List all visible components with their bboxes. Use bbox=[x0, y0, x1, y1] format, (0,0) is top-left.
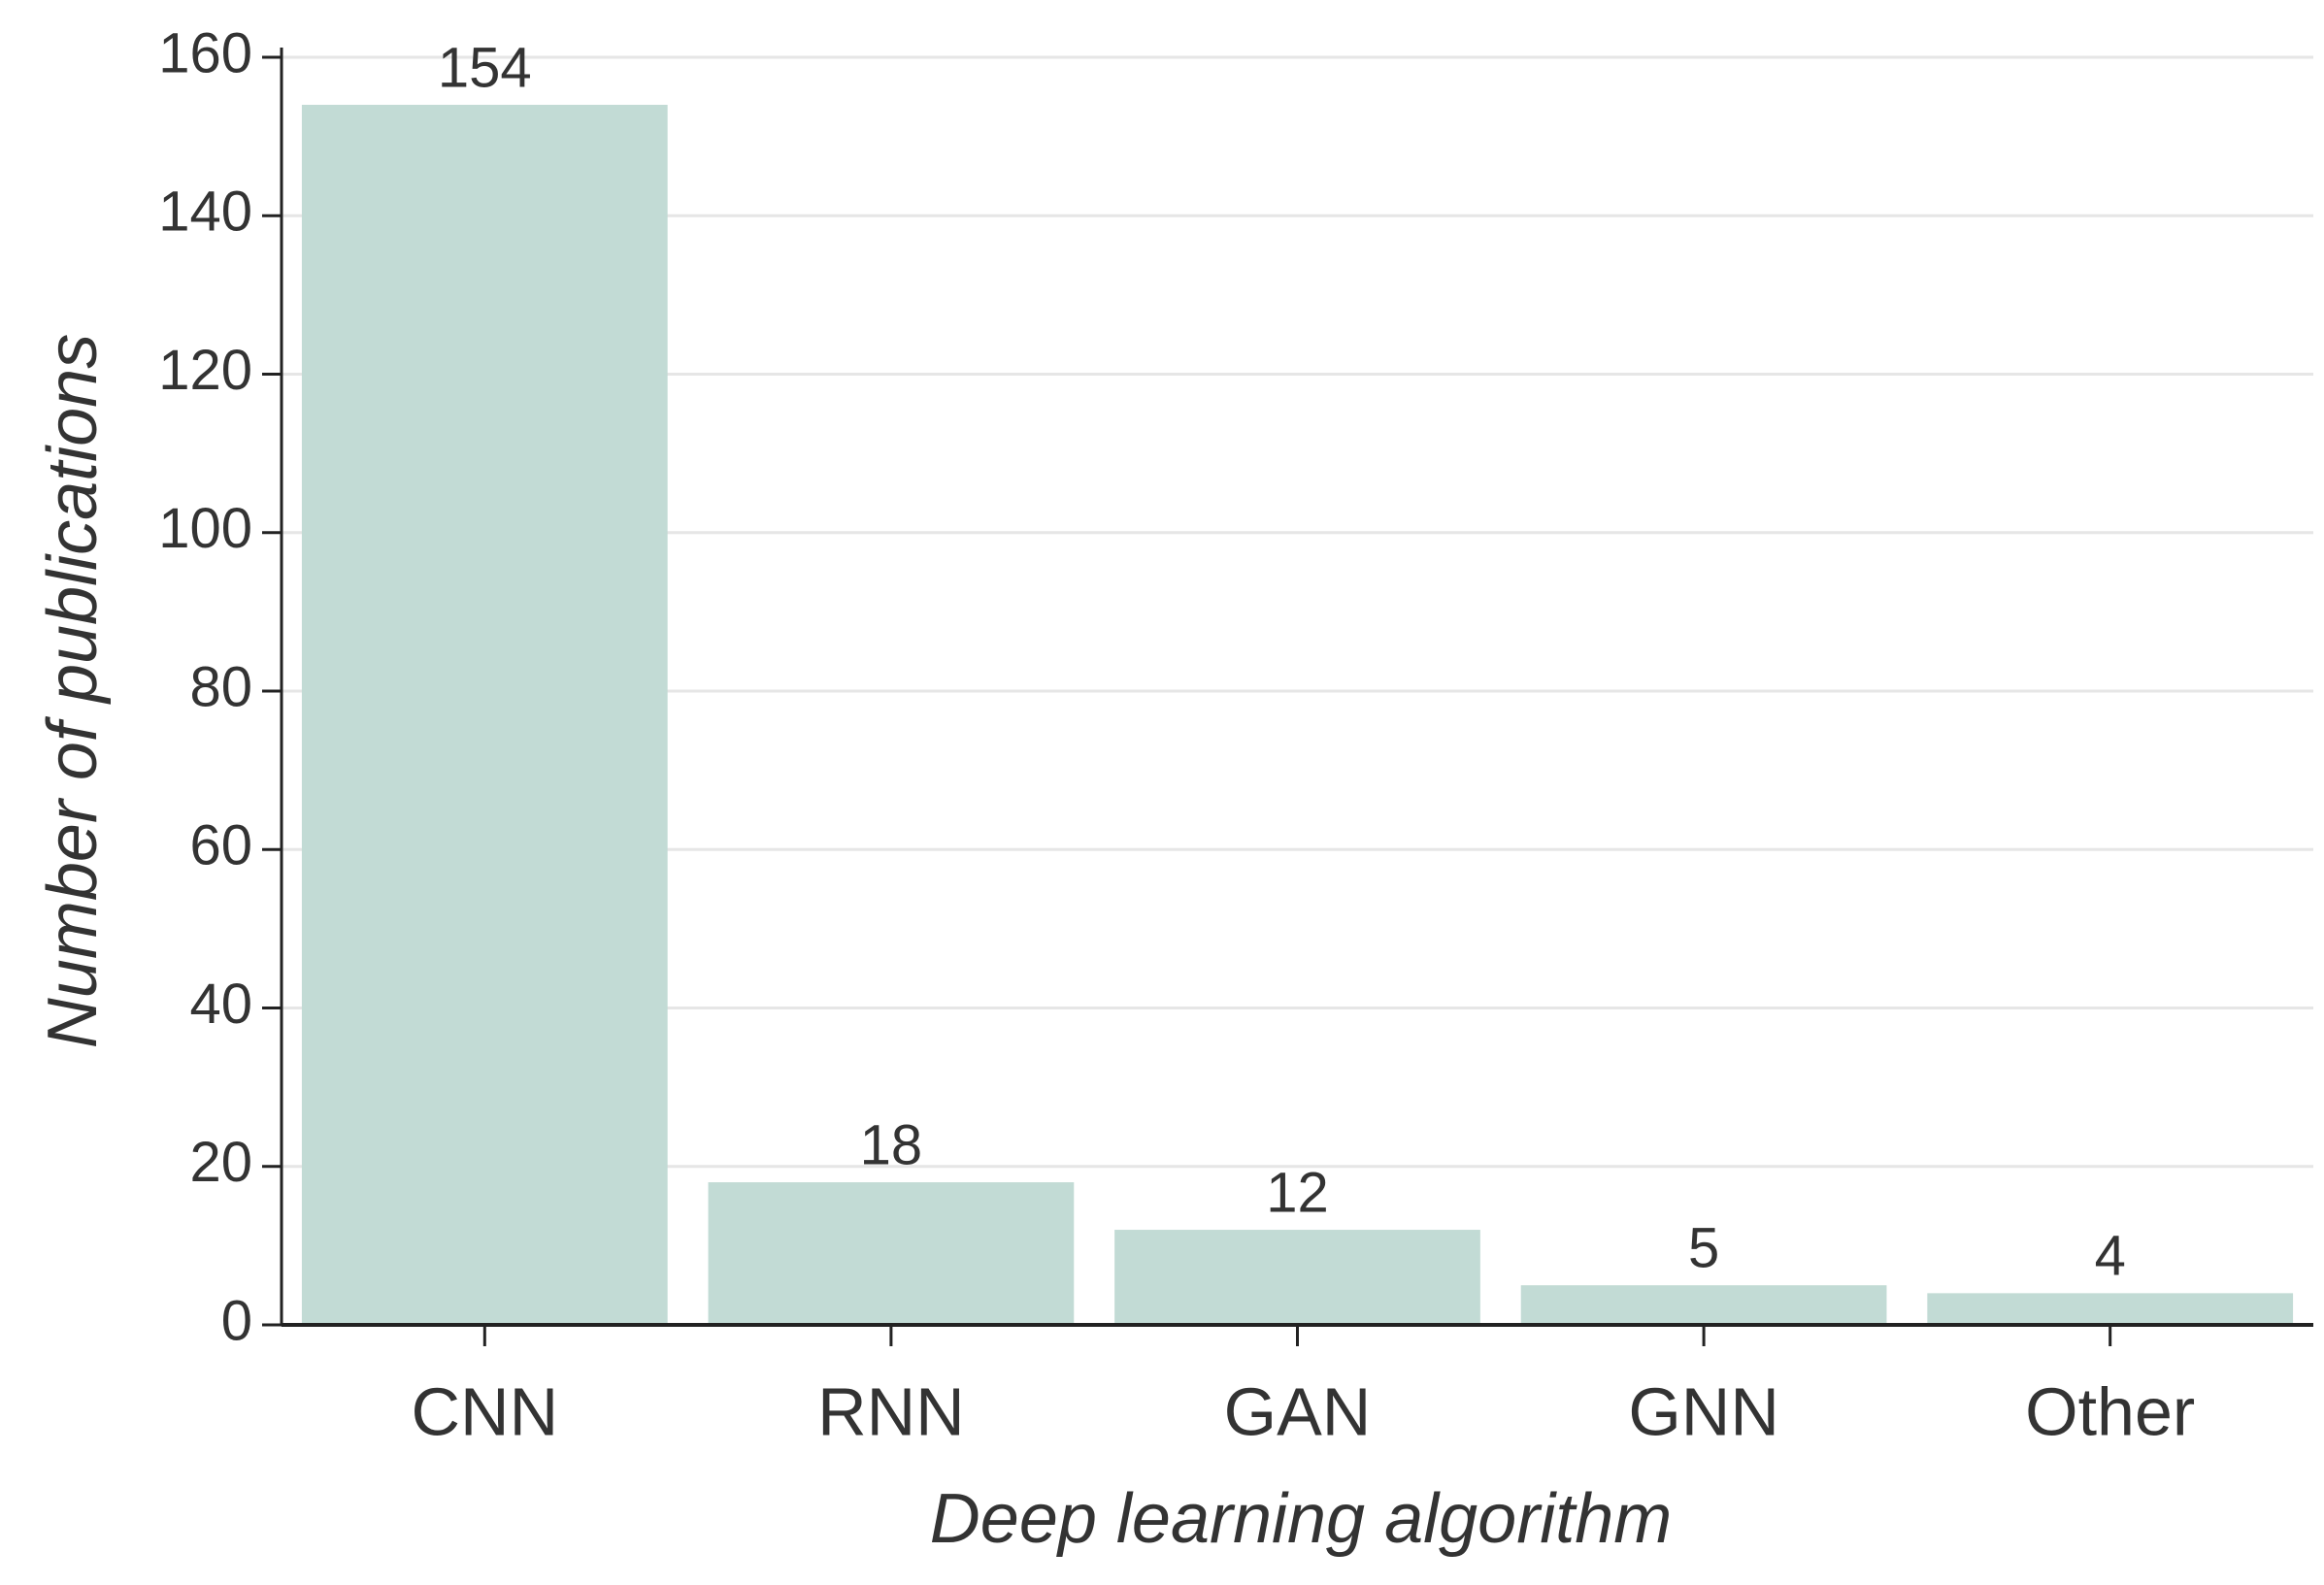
x-tick-label: CNN bbox=[411, 1373, 558, 1449]
value-label: 154 bbox=[438, 36, 532, 99]
bar bbox=[1520, 1285, 1887, 1325]
value-label: 4 bbox=[2095, 1225, 2126, 1288]
x-tick-label: GAN bbox=[1224, 1373, 1372, 1449]
y-tick-label: 140 bbox=[158, 181, 252, 244]
y-tick-label: 120 bbox=[158, 339, 252, 402]
y-tick-label: 80 bbox=[189, 655, 252, 718]
bar bbox=[1927, 1293, 2294, 1325]
bar bbox=[301, 104, 668, 1326]
y-tick-label: 160 bbox=[158, 21, 252, 84]
y-tick-label: 40 bbox=[189, 973, 252, 1036]
bar bbox=[1114, 1230, 1480, 1325]
y-tick-label: 100 bbox=[158, 497, 252, 560]
y-axis-title: Number of publications bbox=[34, 334, 112, 1048]
value-label: 12 bbox=[1266, 1161, 1329, 1224]
y-tick-label: 60 bbox=[189, 814, 252, 877]
value-label: 18 bbox=[860, 1113, 923, 1176]
x-tick-label: Other bbox=[2025, 1373, 2195, 1449]
y-tick-label: 20 bbox=[189, 1131, 252, 1194]
y-tick-label: 0 bbox=[221, 1289, 252, 1352]
value-label: 5 bbox=[1688, 1217, 1719, 1280]
bar bbox=[708, 1182, 1075, 1325]
x-axis-title: Deep learning algorithm bbox=[930, 1480, 1672, 1558]
x-tick-label: GNN bbox=[1628, 1373, 1779, 1449]
x-tick-label: RNN bbox=[817, 1373, 965, 1449]
